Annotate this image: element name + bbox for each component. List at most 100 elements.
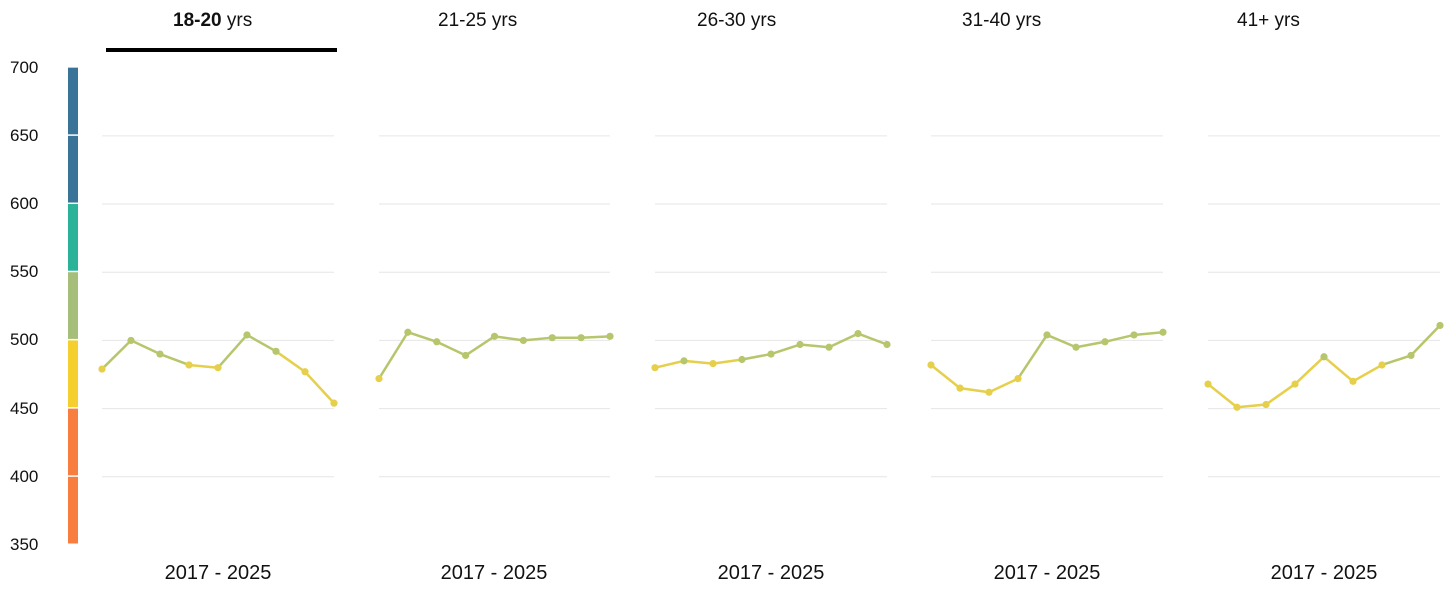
period-label: 2017 - 2025 bbox=[717, 562, 825, 584]
period-label: 2017 - 2025 bbox=[1270, 562, 1378, 584]
tab-unit: yrs bbox=[1269, 10, 1300, 31]
series-line-segment bbox=[1264, 382, 1297, 406]
data-point bbox=[127, 336, 135, 345]
series-line-segment bbox=[1235, 403, 1268, 409]
data-point bbox=[883, 340, 891, 349]
y-tick-label: 700 bbox=[10, 57, 39, 77]
series-line-segment bbox=[464, 335, 496, 357]
data-point bbox=[767, 350, 775, 358]
series-line-segment bbox=[1016, 333, 1049, 380]
tab-label: 21-25 bbox=[438, 10, 487, 31]
tab-unit: yrs bbox=[221, 10, 253, 31]
tab-label: 41+ bbox=[1237, 10, 1270, 31]
series-line-segment bbox=[216, 333, 249, 369]
tab-label: 26-30 bbox=[697, 10, 746, 31]
color-scale-segment bbox=[68, 408, 78, 476]
data-point bbox=[330, 399, 338, 407]
y-tick-label: 550 bbox=[10, 262, 39, 282]
color-scale-segment bbox=[68, 476, 78, 544]
y-tick-label: 350 bbox=[10, 535, 39, 554]
y-tick-label: 500 bbox=[10, 330, 39, 350]
series-line-segment bbox=[1132, 330, 1165, 337]
series-line-segment bbox=[987, 377, 1020, 394]
data-point bbox=[1233, 403, 1241, 411]
tab-21-25[interactable]: 21-25 yrs bbox=[438, 6, 517, 36]
data-point bbox=[1204, 380, 1212, 388]
data-point bbox=[1072, 343, 1080, 351]
data-point bbox=[272, 347, 280, 355]
series-line-segment bbox=[100, 339, 133, 371]
color-scale-segment bbox=[68, 67, 78, 135]
data-point bbox=[519, 336, 527, 345]
data-point bbox=[606, 332, 614, 340]
data-point bbox=[490, 332, 499, 340]
data-point bbox=[1159, 328, 1167, 336]
series-line-segment bbox=[1103, 333, 1136, 344]
series-line-segment bbox=[1409, 324, 1442, 357]
data-point bbox=[462, 351, 470, 360]
data-point bbox=[1291, 380, 1299, 388]
series-line-segment bbox=[245, 333, 278, 353]
data-point bbox=[404, 328, 412, 336]
series-line-segment bbox=[769, 343, 802, 356]
data-point bbox=[1349, 377, 1357, 385]
data-point bbox=[1436, 321, 1444, 330]
tab-label: 31-40 bbox=[962, 10, 1011, 31]
data-point bbox=[1101, 338, 1109, 346]
series-line-segment bbox=[129, 339, 162, 356]
series-line-segment bbox=[435, 340, 467, 357]
tab-label: 18-20 bbox=[173, 10, 222, 31]
tab-41plus[interactable]: 41+ yrs bbox=[1237, 6, 1300, 36]
series-line-segment bbox=[158, 352, 191, 367]
series-line-segment bbox=[711, 358, 744, 365]
data-point bbox=[185, 361, 193, 369]
color-scale-segment bbox=[68, 340, 78, 408]
data-point bbox=[1262, 400, 1270, 409]
data-point bbox=[709, 360, 717, 368]
tab-unit: yrs bbox=[745, 10, 777, 31]
tab-31-40[interactable]: 31-40 yrs bbox=[962, 6, 1041, 36]
series-line-segment bbox=[1351, 363, 1384, 383]
data-point bbox=[433, 338, 441, 346]
data-point bbox=[985, 388, 993, 396]
data-point bbox=[1407, 351, 1415, 360]
series-line-segment bbox=[1045, 333, 1078, 349]
series-line-segment bbox=[682, 359, 715, 365]
series-line-segment bbox=[958, 386, 991, 394]
data-point bbox=[825, 343, 833, 351]
data-point bbox=[1378, 361, 1386, 369]
data-point bbox=[214, 364, 222, 372]
series-line-segment bbox=[522, 336, 554, 342]
series-line-segment bbox=[377, 330, 410, 380]
data-point bbox=[1014, 375, 1022, 383]
data-point bbox=[956, 384, 964, 392]
series-line-segment bbox=[827, 332, 860, 349]
series-line-segment bbox=[303, 370, 336, 405]
data-point bbox=[927, 361, 935, 369]
data-point bbox=[375, 375, 383, 383]
tab-26-30[interactable]: 26-30 yrs bbox=[697, 6, 776, 36]
tab-18-20[interactable]: 18-20 yrs bbox=[173, 6, 252, 36]
series-line-segment bbox=[740, 352, 773, 361]
series-line-segment bbox=[187, 363, 220, 369]
series-line-segment bbox=[1380, 354, 1413, 367]
data-point bbox=[738, 355, 746, 364]
y-tick-label: 650 bbox=[10, 125, 39, 145]
tab-unit: yrs bbox=[1010, 10, 1042, 31]
data-point bbox=[854, 329, 862, 338]
data-point bbox=[796, 340, 804, 349]
color-scale-segment bbox=[68, 135, 78, 203]
data-point bbox=[301, 368, 309, 376]
active-tab-underline bbox=[106, 48, 337, 52]
series-line-segment bbox=[929, 363, 962, 390]
series-line-segment bbox=[406, 330, 438, 344]
y-tick-label: 400 bbox=[10, 466, 39, 486]
series-line-segment bbox=[1206, 382, 1239, 409]
series-line-segment bbox=[1293, 355, 1326, 386]
series-line-segment bbox=[798, 343, 831, 349]
data-point bbox=[1043, 331, 1051, 339]
tab-unit: yrs bbox=[486, 10, 518, 31]
series-line-segment bbox=[1074, 340, 1107, 349]
data-point bbox=[680, 357, 688, 365]
